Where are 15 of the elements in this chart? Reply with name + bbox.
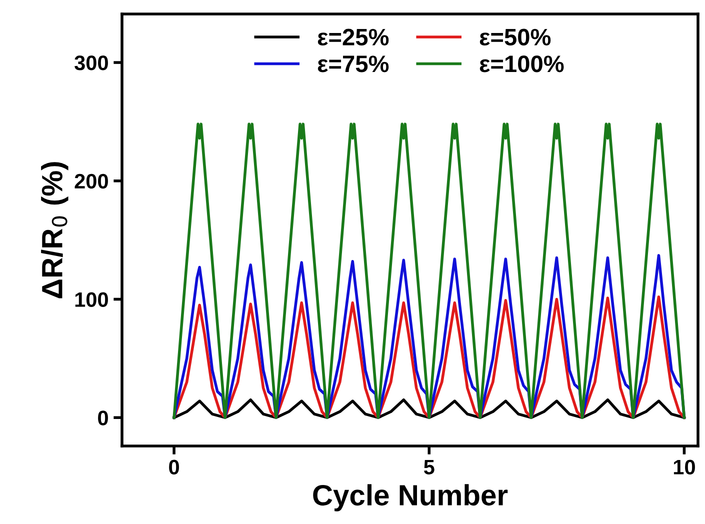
legend-label: ε=100%: [480, 56, 564, 72]
x-axis-title: Cycle Number: [313, 484, 508, 512]
y-tick-label: 0: [98, 410, 108, 426]
legend-label: ε=50%: [480, 28, 551, 46]
x-tick-label: 0: [169, 460, 179, 474]
line-series: [172, 295, 686, 419]
legend-label: ε=75%: [318, 56, 389, 72]
y-axis-title: ΔR/R$_{0}$ (%): [41, 162, 68, 298]
x-tick-label: 10: [674, 460, 695, 474]
y-tick-label: 100: [75, 292, 108, 307]
y-tick-label: 300: [74, 56, 108, 70]
line-series: [172, 398, 686, 419]
legend-label: ε=25%: [318, 28, 389, 46]
y-tick-label: 200: [74, 174, 108, 189]
x-tick-label: 5: [424, 460, 434, 474]
